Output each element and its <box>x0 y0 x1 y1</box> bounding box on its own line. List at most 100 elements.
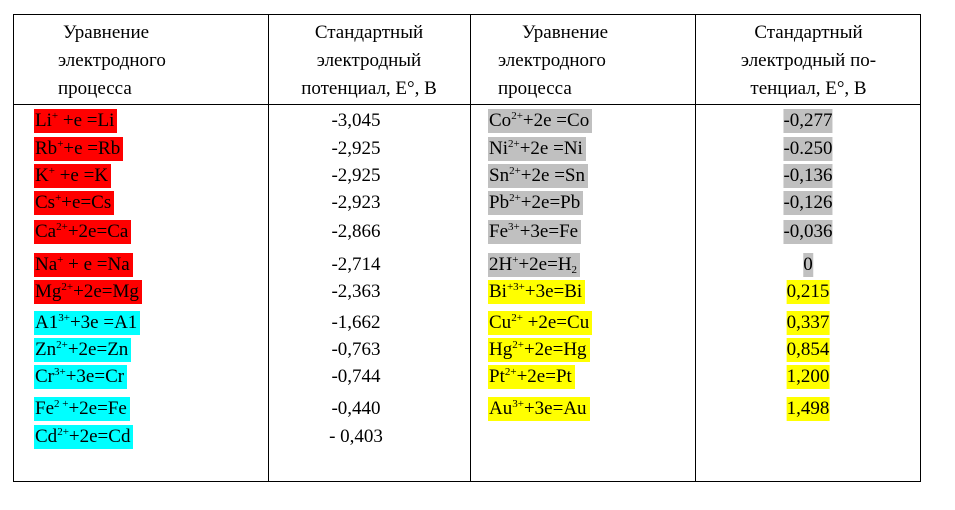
equation-charge: 2+ <box>511 312 523 324</box>
equation-cell: Cr3++3e=Cr <box>34 365 128 389</box>
potential-value: -2,363 <box>331 281 381 302</box>
equation-charge: + <box>57 254 64 266</box>
header-equation-right: Уравнение электродного процесса <box>498 22 609 99</box>
potential-value: -2,925 <box>331 138 381 159</box>
equation-cell: Pt2++2e=Pt <box>488 365 575 389</box>
equation-species: Rb <box>35 138 58 159</box>
equation-reaction: +2e=Pt <box>516 366 572 387</box>
equation-cell: Cd2++2e=Cd <box>34 425 134 449</box>
column-divider <box>470 15 471 481</box>
equation-reaction: +2e=Ca <box>67 221 129 242</box>
potential-value: -0,277 <box>783 109 833 133</box>
equation-reaction: +2e=Mg <box>73 281 139 302</box>
equation-charge: 3+ <box>54 366 66 378</box>
equation-charge: 2+ <box>509 192 521 204</box>
equation-charge: 2 + <box>54 398 69 410</box>
equation-cell: Fe3++3e=Fe <box>488 220 582 244</box>
potential-value: -0,126 <box>783 191 833 215</box>
equation-charge: 2+ <box>504 366 517 378</box>
equation-reaction: +2e=Cu <box>522 312 590 333</box>
equation-reaction: +3e=Fe <box>519 221 579 242</box>
equation-species: 2H <box>489 254 513 275</box>
equation-cell: Cu2+ +2e=Cu <box>488 311 593 335</box>
equation-reaction: +2e =Co <box>522 110 590 131</box>
equation-cell: 2H++2e=H2 <box>488 253 581 277</box>
equation-species: Pb <box>489 192 510 213</box>
equation-charge: + <box>55 192 62 204</box>
equation-species: K <box>35 165 49 186</box>
potential-value: - 0,403 <box>329 426 383 447</box>
potential-value: -2,866 <box>331 221 381 242</box>
equation-reaction: +2e =Ni <box>519 138 583 159</box>
potential-value: -3,045 <box>331 110 381 131</box>
equation-charge: + <box>57 138 64 150</box>
header-potential-left: Стандартный электродный потенциал, Е°, В <box>301 22 437 99</box>
header-equation-left: Уравнение электродного процесса <box>58 22 166 99</box>
potential-value: -0,136 <box>783 164 833 188</box>
equation-species: Au <box>489 398 513 419</box>
equation-cell: Pb2++2e=Pb <box>488 191 584 215</box>
equation-species: Co <box>489 110 512 131</box>
potential-value: -1,662 <box>331 312 381 333</box>
equation-cell: Fe2 ++2e=Fe <box>34 397 130 421</box>
equation-charge: 2+ <box>57 426 69 438</box>
potential-value: -0,744 <box>331 366 381 387</box>
equation-charge: 2+ <box>61 281 74 293</box>
potential-value: 1,200 <box>786 365 830 389</box>
equation-charge: + <box>48 165 55 177</box>
equation-species: Sn <box>489 165 510 186</box>
equation-cell: Zn2++2e=Zn <box>34 338 132 362</box>
equation-reaction: +2e=Cd <box>68 426 131 447</box>
equation-charge: +3+ <box>506 281 525 293</box>
potential-value: -0,440 <box>331 398 381 419</box>
header-potential-right: Стандартный электродный по- тенциал, Е°,… <box>740 22 877 99</box>
equation-reaction: +3e =A1 <box>69 312 138 333</box>
equation-species: Hg <box>489 339 513 360</box>
equation-species: Zn <box>35 339 57 360</box>
potential-value: 0,854 <box>786 338 830 362</box>
equation-reaction: +2e=Hg <box>523 339 587 360</box>
equation-species: Mg <box>35 281 62 302</box>
potential-value: 0,337 <box>786 311 830 335</box>
potential-value: -0,763 <box>331 339 381 360</box>
equation-reaction: +2e=H <box>518 254 572 275</box>
equation-species: Cr <box>35 366 54 387</box>
equation-species: Li <box>35 110 52 131</box>
equation-charge: 2+ <box>56 339 68 351</box>
equation-charge: 2+ <box>56 221 68 233</box>
equation-charge: + <box>512 254 519 266</box>
column-divider <box>695 15 696 481</box>
equation-cell: Mg2++2e=Mg <box>34 280 142 304</box>
equation-reaction: +3e=Bi <box>524 281 583 302</box>
equation-charge: 2+ <box>512 339 524 351</box>
equation-cell: Hg2++2e=Hg <box>488 338 590 362</box>
equation-species: A1 <box>35 312 59 333</box>
equation-cell: Ni2++2e =Ni <box>488 137 586 161</box>
potential-value: -0,036 <box>783 220 833 244</box>
potential-value: -2,925 <box>331 165 381 186</box>
equation-cell: Li+ +e =Li <box>34 109 118 133</box>
equation-species: Cd <box>35 426 58 447</box>
column-divider <box>268 15 269 481</box>
equation-cell: Ca2++2e=Ca <box>34 220 132 244</box>
equation-cell: K+ +e =K <box>34 164 112 188</box>
equation-reaction: +e =Li <box>58 110 115 131</box>
potential-value: 1,498 <box>786 397 830 421</box>
equation-reaction: +3e=Au <box>523 398 587 419</box>
equation-charge: 3+ <box>508 221 520 233</box>
equation-species: Ni <box>489 138 508 159</box>
equation-species: Ca <box>35 221 57 242</box>
electrode-potential-table: Уравнение электродного процесса Стандарт… <box>13 14 921 482</box>
equation-cell: Au3++3e=Au <box>488 397 590 421</box>
equation-reaction: +e =Rb <box>63 138 121 159</box>
equation-reaction: +e=Cs <box>61 192 112 213</box>
equation-species: Na <box>35 254 58 275</box>
equation-charge: 2+ <box>508 138 520 150</box>
equation-charge: + <box>51 110 59 122</box>
equation-cell: Cs++e=Cs <box>34 191 115 215</box>
equation-reaction: +3e=Cr <box>65 366 125 387</box>
potential-value: 0 <box>803 253 813 277</box>
equation-charge: 3+ <box>512 398 524 410</box>
equation-reaction: + e =Na <box>63 254 130 275</box>
potential-value: 0,215 <box>786 280 830 304</box>
